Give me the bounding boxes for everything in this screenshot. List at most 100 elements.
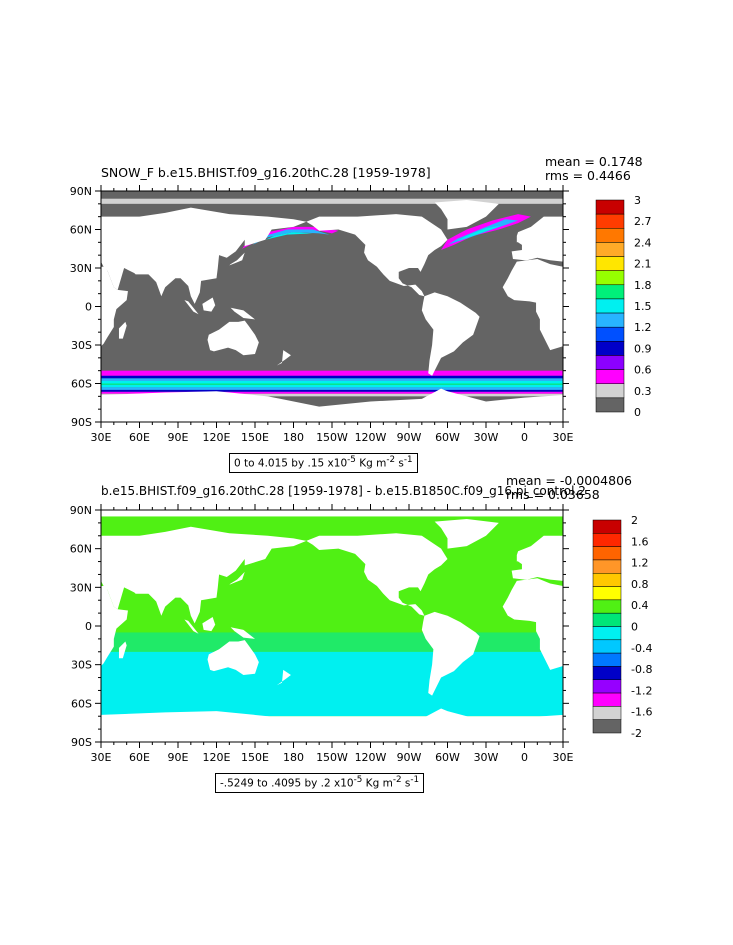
colorbar-label: -2: [631, 727, 642, 740]
colorbar-box: [592, 533, 622, 547]
panel1-range-label: 0 to 4.015 by .15 x10-5 Kg m-2 s-1: [229, 453, 418, 473]
panel2-rms: rms = 0.03658: [506, 487, 600, 502]
panel1-mean: mean = 0.1748: [545, 154, 643, 169]
land-mass-10: [230, 307, 255, 320]
panel1-plot-area: [101, 191, 563, 422]
x-tick-label: 60W: [435, 431, 460, 444]
x-tick-label: 120E: [203, 431, 231, 444]
colorbar-box: [592, 626, 622, 641]
colorbar-label: 0.3: [634, 385, 652, 398]
colorbar-box: [592, 706, 622, 720]
colorbar-box: [592, 666, 622, 680]
land-mass-8: [202, 297, 216, 312]
x-tick-label: 120W: [355, 751, 387, 764]
y-tick-label: 90S: [71, 736, 92, 749]
y-tick-label: 30S: [71, 659, 92, 672]
x-tick-label: 120E: [203, 751, 231, 764]
colorbar-label: -0.4: [631, 642, 652, 655]
arctic-margin: [101, 198, 563, 204]
land-mass-2: [421, 611, 480, 696]
x-tick-label: 180: [283, 431, 304, 444]
panel2-range-label: -.5249 to .4095 by .2 x10-5 Kg m-2 s-1: [215, 773, 425, 793]
colorbar-label: 0.6: [634, 364, 652, 377]
panel1-title: SNOW_F b.e15.BHIST.f09_g16.20thC.28 [195…: [101, 165, 431, 180]
land-mass-9: [184, 300, 199, 315]
y-tick-label: 0: [85, 620, 92, 633]
southern-band-5: [101, 384, 563, 388]
southern-band-9: [101, 393, 563, 397]
panel2-title: b.e15.BHIST.f09_g16.20thC.28 [1959-1978]…: [101, 484, 586, 498]
colorbar-box: [592, 719, 622, 734]
x-tick-label: 90E: [168, 751, 189, 764]
colorbar-label: 2.4: [634, 236, 652, 249]
x-tick-label: 90W: [397, 751, 422, 764]
land-mass-15: [101, 388, 563, 422]
land-mass-13: [118, 641, 127, 659]
x-tick-label: 30W: [474, 751, 499, 764]
colorbar-label: 1.2: [634, 321, 652, 334]
land-mass-5: [101, 586, 128, 666]
north-pacific-snow-mid: [252, 229, 330, 245]
land-mass-6: [502, 578, 563, 670]
colorbar-label: 0: [634, 406, 641, 419]
colorbar-box: [592, 546, 622, 561]
colorbar-box: [592, 573, 622, 587]
panel2-plot-area: [101, 510, 563, 742]
tropics-mix: [101, 632, 563, 652]
southern-band-7: [101, 389, 563, 392]
x-tick-label: 150E: [241, 751, 269, 764]
colorbar-label: 3: [634, 194, 641, 207]
colorbar-label: 2: [631, 514, 638, 527]
x-tick-label: 150W: [316, 431, 348, 444]
land-mass-0: [306, 533, 448, 616]
colorbar-label: -1.6: [631, 706, 652, 719]
x-tick-label: 30E: [553, 431, 574, 444]
southern-ocean-cyan: [101, 651, 563, 717]
arctic-ocean: [101, 191, 563, 199]
land-mass-5: [101, 266, 128, 347]
colorbar-box: [592, 612, 622, 627]
land-mass-3: [101, 207, 307, 304]
x-tick-label: 30W: [474, 431, 499, 444]
colorbar-box: [592, 652, 622, 667]
y-tick-label: 90N: [70, 504, 92, 517]
land-mass-3: [101, 526, 307, 624]
colorbar-label: -1.2: [631, 684, 652, 697]
land-mass-0: [306, 214, 448, 297]
land-mass-7: [207, 640, 259, 675]
x-tick-label: 30E: [91, 751, 112, 764]
x-tick-label: 30E: [91, 431, 112, 444]
x-tick-label: 60E: [129, 431, 150, 444]
colorbar-label: 0.8: [631, 578, 649, 591]
colorbar-box: [592, 679, 622, 694]
land-mass-9: [184, 619, 199, 634]
colorbar-label: 0: [631, 621, 638, 634]
land-mass-14: [276, 669, 291, 686]
land-mass-11: [229, 571, 245, 585]
colorbar-box: [592, 559, 622, 574]
southern-band-1: [101, 375, 563, 379]
y-tick-label: 90N: [70, 185, 92, 198]
colorbar-label: 1.2: [631, 557, 649, 570]
north-atlantic-snow-core: [457, 225, 502, 242]
panel2-map: 30E 60E 90E 120E 150E 180 150W 120W 90W 60W 30W 0 30…: [70, 504, 652, 764]
colorbar-label: 2.1: [634, 258, 652, 271]
y-tick-label: 60N: [70, 224, 92, 237]
y-tick-label: 60S: [71, 378, 92, 391]
land-mass-13: [118, 321, 127, 339]
land-mass-6: [502, 259, 563, 351]
southern-band-8: [101, 391, 563, 394]
colorbar-box: [592, 586, 622, 601]
x-tick-label: 60W: [435, 751, 460, 764]
x-tick-label: 60E: [129, 751, 150, 764]
colorbar-box: [592, 692, 622, 707]
colorbar-label: 2.7: [634, 215, 652, 228]
land-mass-12: [516, 232, 524, 243]
x-tick-label: 120W: [355, 431, 387, 444]
colorbar-label: 0.4: [631, 599, 649, 612]
panel1-rms: rms = 0.4466: [545, 168, 631, 183]
y-tick-label: 60N: [70, 543, 92, 556]
colorbar-box: [592, 519, 622, 534]
land-mass-15: [101, 708, 563, 742]
panel1-map: 30E 60E 90E 120E 150E 180 150W 120W 90W 60W 30W 0 30…: [70, 185, 652, 444]
